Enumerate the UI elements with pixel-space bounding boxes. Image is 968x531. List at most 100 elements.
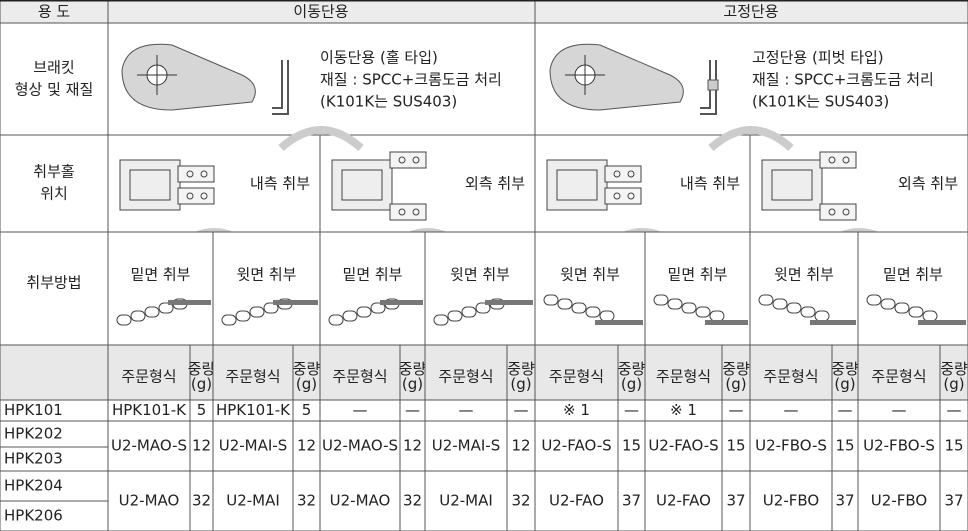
cell-text: 32: [297, 492, 316, 510]
cell-text: U2-FAO: [656, 492, 711, 510]
cell-text: 이동단용: [293, 3, 348, 21]
cell-text: 중량: [507, 360, 535, 378]
cell-text: —: [405, 401, 420, 419]
link: [786, 302, 802, 314]
link: [599, 310, 615, 322]
link: [653, 294, 669, 306]
cell-text: U2-FAO: [549, 492, 604, 510]
cell-text: —: [784, 401, 799, 419]
link: [866, 294, 882, 306]
cell-text: 중량: [722, 360, 750, 378]
cell-text: 중량: [831, 360, 859, 378]
cell-text: 내측 취부: [680, 175, 740, 193]
link: [116, 314, 132, 326]
cell-text: (g): [621, 375, 642, 393]
cell-text: 주문형식: [871, 368, 926, 386]
link: [585, 306, 601, 318]
link: [695, 306, 711, 318]
link: [543, 294, 559, 306]
cell-text: 중량: [293, 360, 321, 378]
cell-text: 중량: [188, 360, 216, 378]
cell-text: U2-MAO-S: [111, 437, 187, 455]
arrow: [708, 126, 794, 152]
link: [130, 310, 146, 322]
cell-text: 주문형식: [225, 368, 280, 386]
cell-text: ※ 1: [563, 401, 590, 419]
cell: [506, 344, 536, 401]
model: HPK202: [4, 425, 63, 443]
cell-text: 12: [403, 437, 422, 455]
cell: [506, 420, 536, 472]
cell-text: U2-MAI: [226, 492, 280, 510]
cell-text: 취부방법: [26, 274, 81, 292]
mount-bar: [485, 300, 533, 305]
link: [328, 314, 344, 326]
bolt: [828, 208, 836, 216]
cell: [212, 420, 294, 472]
cell: [749, 231, 859, 346]
cell-text: U2-MAI: [439, 492, 493, 510]
cell-text: 중량: [399, 360, 427, 378]
cell-text: 재질 : SPCC+크롬도금 처리: [752, 71, 934, 89]
plate: [389, 151, 427, 169]
cell-text: 주문형식: [656, 368, 711, 386]
cell-text: (g): [510, 375, 531, 393]
link: [461, 306, 477, 318]
cell: [749, 470, 833, 531]
link: [571, 302, 587, 314]
mount-bar: [380, 300, 423, 305]
link: [709, 310, 725, 322]
bracket-side: [272, 60, 289, 115]
cell-text: 12: [511, 437, 530, 455]
cell-text: 37: [622, 492, 641, 510]
cell-text: 5: [197, 401, 207, 419]
mount-bar: [168, 300, 211, 305]
link: [342, 310, 358, 322]
cell: [0, 420, 109, 448]
cell-text: 주문형식: [438, 368, 493, 386]
plate: [819, 203, 857, 221]
link: [880, 298, 896, 310]
cell: [831, 470, 859, 531]
chain-end: [119, 159, 181, 211]
link: [249, 306, 265, 318]
cell-text: U2-MAO: [119, 492, 180, 510]
cell: [857, 231, 968, 346]
cell-text: (K101K는 SUS403): [320, 93, 457, 111]
cell-text: 중량: [618, 360, 646, 378]
cell-text: U2-MAO: [330, 492, 391, 510]
cross: [137, 55, 177, 95]
cross: [565, 55, 605, 95]
cell-text: 15: [944, 437, 963, 455]
cell: [721, 420, 751, 472]
cell-text: (g): [943, 375, 964, 393]
cell-text: —: [729, 401, 744, 419]
cell-text: 37: [726, 492, 745, 510]
cell-text: 재질 : SPCC+크롬도금 처리: [320, 71, 502, 89]
cell: [107, 420, 191, 472]
link: [922, 310, 938, 322]
cell-text: U2-FAO-S: [648, 437, 718, 455]
mount-bar: [705, 320, 748, 325]
cell-text: 37: [835, 492, 854, 510]
cell-text: 32: [192, 492, 211, 510]
bracket-plate: [549, 43, 684, 111]
bolt: [842, 208, 850, 216]
link: [370, 302, 386, 314]
chain-end: [546, 159, 608, 211]
cell-text: (g): [402, 375, 423, 393]
cell: [107, 470, 191, 531]
mount-bar: [595, 320, 643, 325]
cell-text: —: [459, 401, 474, 419]
bolt: [842, 156, 850, 164]
cell-text: U2-FBO: [763, 492, 819, 510]
cell: [617, 470, 646, 531]
model: HPK206: [4, 507, 63, 525]
cell-text: (g): [191, 375, 212, 393]
chain-end: [331, 159, 393, 211]
cell-text: (g): [296, 375, 317, 393]
cell: [0, 470, 109, 502]
cell-text: 형상 및 재질: [15, 81, 94, 99]
cell: [831, 344, 859, 401]
cell: [644, 344, 723, 401]
